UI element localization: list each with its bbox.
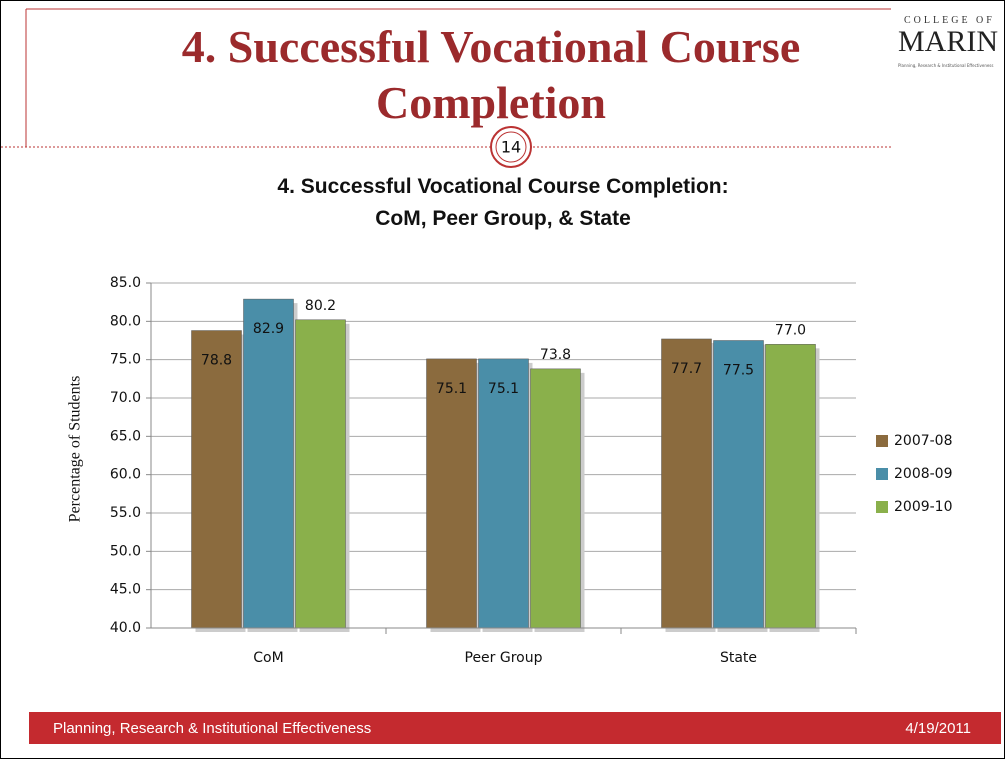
x-tick-label: State xyxy=(720,650,757,666)
legend-label: 2008-09 xyxy=(894,466,953,482)
legend-label: 2009-10 xyxy=(894,499,953,515)
footer-date: 4/19/2011 xyxy=(905,720,971,737)
bar xyxy=(478,358,529,629)
y-tick-label: 65.0 xyxy=(110,428,141,444)
data-label: 77.0 xyxy=(775,322,806,338)
data-label: 82.9 xyxy=(253,321,284,337)
data-label: 73.8 xyxy=(540,347,571,363)
data-label: 80.2 xyxy=(305,298,336,314)
legend-swatch xyxy=(876,468,888,480)
data-label: 77.5 xyxy=(723,363,754,379)
y-tick-label: 85.0 xyxy=(110,275,141,291)
footer: Planning, Research & Institutional Effec… xyxy=(29,712,1001,744)
bar xyxy=(243,298,294,629)
y-tick-label: 45.0 xyxy=(110,582,141,598)
logo-subtitle: Planning, Research & Institutional Effec… xyxy=(898,63,994,68)
bar xyxy=(713,340,764,629)
footer-left: Planning, Research & Institutional Effec… xyxy=(53,720,372,737)
x-tick-label: Peer Group xyxy=(465,650,543,666)
y-tick-label: 80.0 xyxy=(110,313,141,329)
bar xyxy=(765,344,816,629)
y-tick-label: 55.0 xyxy=(110,505,141,521)
page-number: 14 xyxy=(501,138,521,157)
bar xyxy=(426,358,477,629)
y-tick-label: 70.0 xyxy=(110,390,141,406)
y-tick-label: 75.0 xyxy=(110,352,141,368)
y-tick-label: 50.0 xyxy=(110,543,141,559)
logo-name: MARIN xyxy=(898,25,999,58)
data-label: 77.7 xyxy=(671,361,702,377)
bar xyxy=(295,319,346,629)
chart-title: 4. Successful Vocational Course Completi… xyxy=(277,175,729,230)
data-label: 75.1 xyxy=(488,381,519,397)
legend-swatch xyxy=(876,435,888,447)
legend-swatch xyxy=(876,501,888,513)
bar xyxy=(191,330,242,629)
bar xyxy=(530,368,581,629)
page-circle-inner xyxy=(495,131,527,163)
legend-label: 2007-08 xyxy=(894,433,953,449)
logo-top: COLLEGE OF xyxy=(904,15,995,26)
slide-title: 4. Successful Vocational Course Completi… xyxy=(181,21,801,128)
data-label: 75.1 xyxy=(436,381,467,397)
x-tick-label: CoM xyxy=(253,650,283,666)
y-tick-label: 40.0 xyxy=(110,620,141,636)
data-label: 78.8 xyxy=(201,353,232,369)
y-tick-label: 60.0 xyxy=(110,467,141,483)
y-axis-label: Percentage of Students xyxy=(67,376,84,523)
bar xyxy=(661,338,712,629)
